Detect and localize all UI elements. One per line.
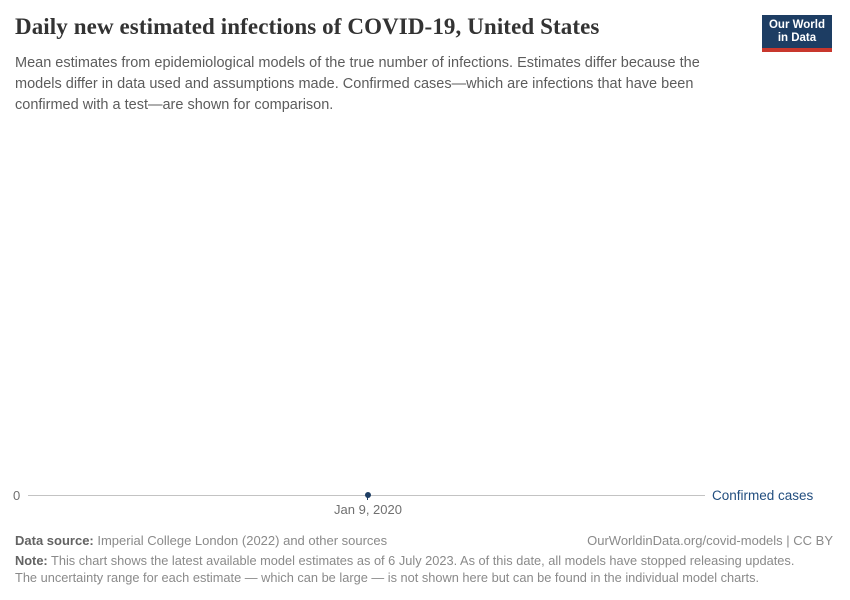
- x-axis-tick: [367, 496, 368, 500]
- note-line-2: The uncertainty range for each estimate …: [15, 569, 760, 585]
- page-title: Daily new estimated infections of COVID-…: [15, 14, 600, 39]
- data-point-marker: [365, 492, 371, 498]
- data-source-text: Imperial College London (2022) and other…: [93, 533, 388, 548]
- owid-logo[interactable]: Our World in Data: [761, 15, 832, 52]
- owid-logo-line1: Our World: [768, 19, 825, 31]
- y-axis-zero-label: 0: [13, 488, 21, 503]
- footer-source-row: Data source: Imperial College London (20…: [15, 533, 833, 548]
- note-label: Note:: [15, 553, 48, 568]
- x-axis-tick-label: Jan 9, 2020: [334, 502, 402, 517]
- owid-logo-line2: in Data: [777, 32, 817, 44]
- subtitle-line-2: models differ in data used and assumptio…: [15, 76, 694, 92]
- chart-subtitle: Mean estimates from epidemiological mode…: [15, 53, 700, 116]
- subtitle-line-3: confirmed with a test—are shown for comp…: [15, 97, 334, 113]
- note-line-1-text: This chart shows the latest available mo…: [47, 553, 795, 568]
- series-label-confirmed-cases[interactable]: Confirmed cases: [712, 488, 814, 503]
- note-line-1: Note: This chart shows the latest availa…: [15, 553, 833, 570]
- subtitle-line-1: Mean estimates from epidemiological mode…: [15, 55, 700, 71]
- data-source-label: Data source:: [15, 533, 94, 548]
- footer-note: Note: This chart shows the latest availa…: [15, 553, 833, 586]
- data-source-line: Data source: Imperial College London (20…: [15, 533, 387, 548]
- attribution-link[interactable]: OurWorldinData.org/covid-models | CC BY: [587, 533, 833, 548]
